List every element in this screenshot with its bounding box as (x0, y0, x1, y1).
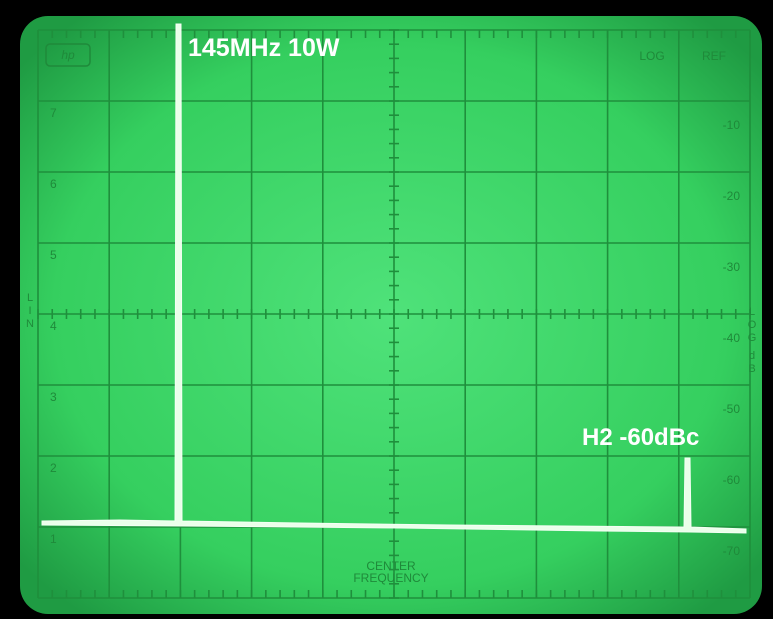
log-axis: LOG (746, 306, 758, 345)
log-label: LOG (639, 49, 664, 63)
lin-scale-label: 5 (50, 248, 57, 262)
log-scale-label: -40 (723, 331, 741, 345)
lin-axis: LIN (24, 292, 36, 331)
log-scale-label: -20 (723, 189, 741, 203)
ref-label: REF (702, 49, 726, 63)
lin-scale-label: 3 (50, 390, 57, 404)
log-scale-label: -60 (723, 473, 741, 487)
log-scale-label: -50 (723, 402, 741, 416)
db-axis: dB (746, 350, 758, 376)
log-scale-label: -70 (723, 544, 741, 558)
analyzer-screen: hp LOG REF -10 -20 -30 -40 -50 -60 -70 7 6 5 4 3 2 1… (0, 0, 773, 619)
lin-scale-label: 2 (50, 461, 57, 475)
harmonic-annotation: H2 -60dBc (582, 424, 699, 451)
center-label: FREQUENCY (353, 571, 428, 585)
lin-scale-label: 4 (50, 319, 57, 333)
logo: hp (61, 48, 75, 62)
lin-scale-label: 1 (50, 532, 57, 546)
screenshot: hp LOG REF -10 -20 -30 -40 -50 -60 -70 7 6 5 4 3 2 1… (0, 0, 773, 619)
carrier-annotation: 145MHz 10W (188, 34, 340, 62)
log-scale-label: -10 (723, 118, 741, 132)
lin-scale-label: 7 (50, 106, 57, 120)
lin-scale-label: 6 (50, 177, 57, 191)
log-scale-label: -30 (723, 260, 741, 274)
